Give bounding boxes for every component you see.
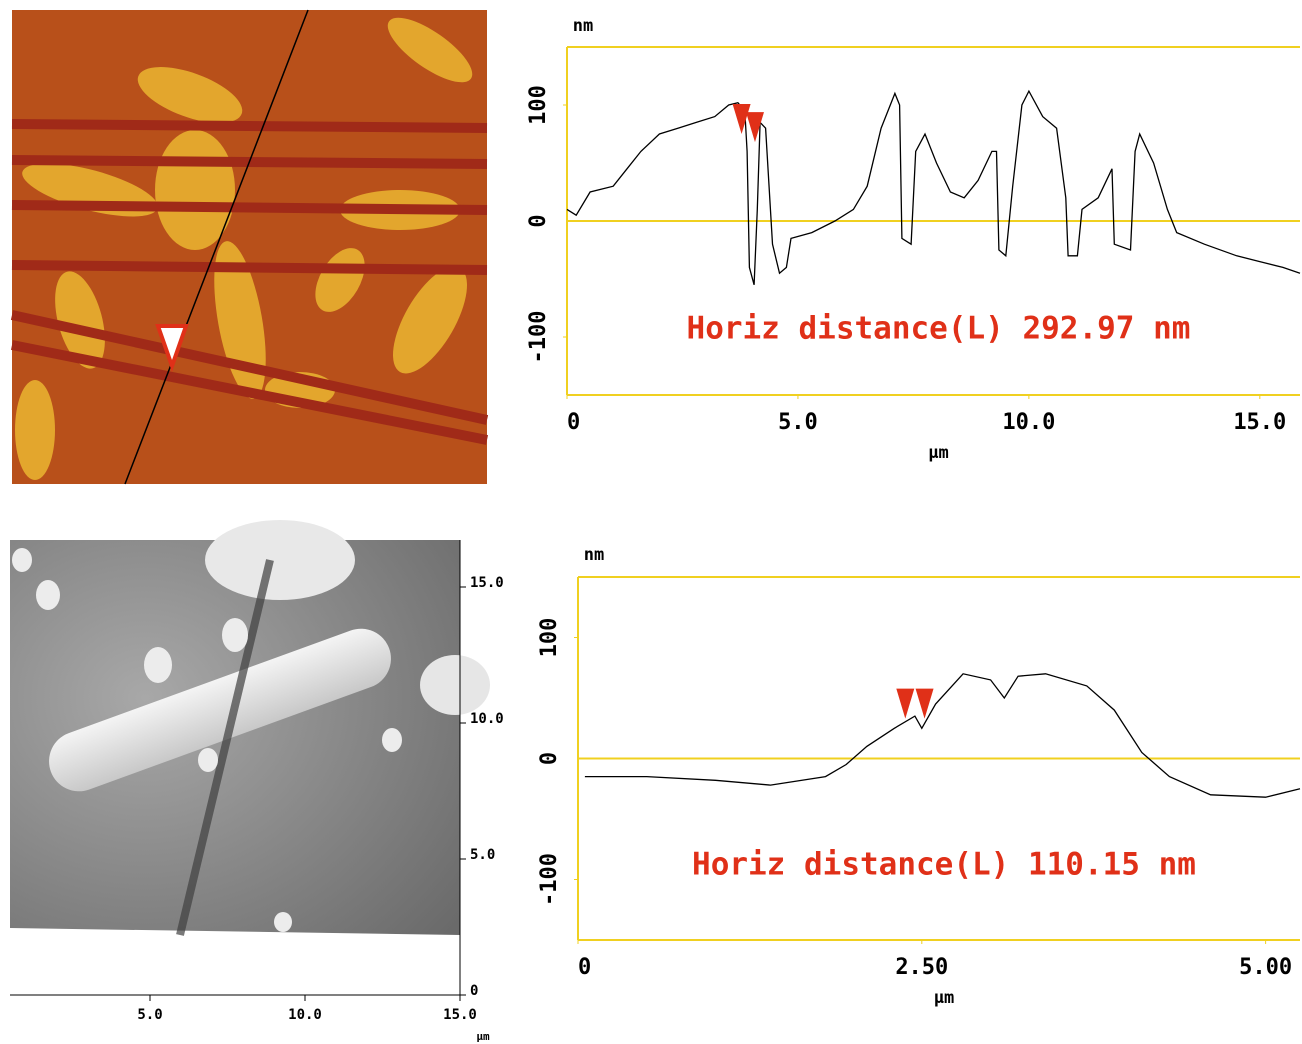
y-axis-label: nm [584,545,604,565]
afm-height-image [12,7,487,484]
y-tick-label: 100 [526,85,551,125]
x-tick-label: 0 [578,955,591,980]
x-tick-label: 5.0 [137,1007,162,1023]
y-tick-label: 0 [526,214,551,227]
afm-3d-image [10,520,490,995]
x-tick-label: 5.00 [1239,955,1292,980]
figure: -100 0 100 0 5.0 10.0 15.0 nm µm Horiz distance(L… [0,0,1302,1044]
x-tick-label: 15.0 [443,1007,477,1023]
y-tick-label: -100 [537,853,562,906]
x-tick-label: 10.0 [1002,410,1055,435]
x-tick-label: 15.0 [1233,410,1286,435]
y-tick-label: 100 [537,618,562,658]
x-tick-label: 5.0 [778,410,818,435]
x-tick-label: 0 [567,410,580,435]
y-tick-label: 15.0 [470,575,504,591]
cursor-marker [916,689,934,719]
y-tick-label: 5.0 [470,847,495,863]
cursor-marker [746,112,764,142]
profile-line [567,91,1300,285]
x-axis-label: µm [934,988,954,1008]
y-tick-label: -100 [526,311,551,364]
cursor-marker [896,689,914,719]
x-tick-label: 2.50 [895,955,948,980]
y-tick-label: 0 [470,983,478,999]
y-tick-label: 10.0 [470,711,504,727]
cursor-marker [733,104,751,134]
y-tick-label: 0 [537,752,562,765]
x-tick-label: 10.0 [288,1007,322,1023]
y-axis-label: nm [573,16,593,36]
x-axis-label: µm [476,1030,490,1043]
x-axis-label: µm [928,443,948,463]
profile-line [585,674,1300,797]
measurement-annotation: Horiz distance(L) 110.15 nm [692,847,1196,883]
measurement-annotation: Horiz distance(L) 292.97 nm [687,311,1191,347]
